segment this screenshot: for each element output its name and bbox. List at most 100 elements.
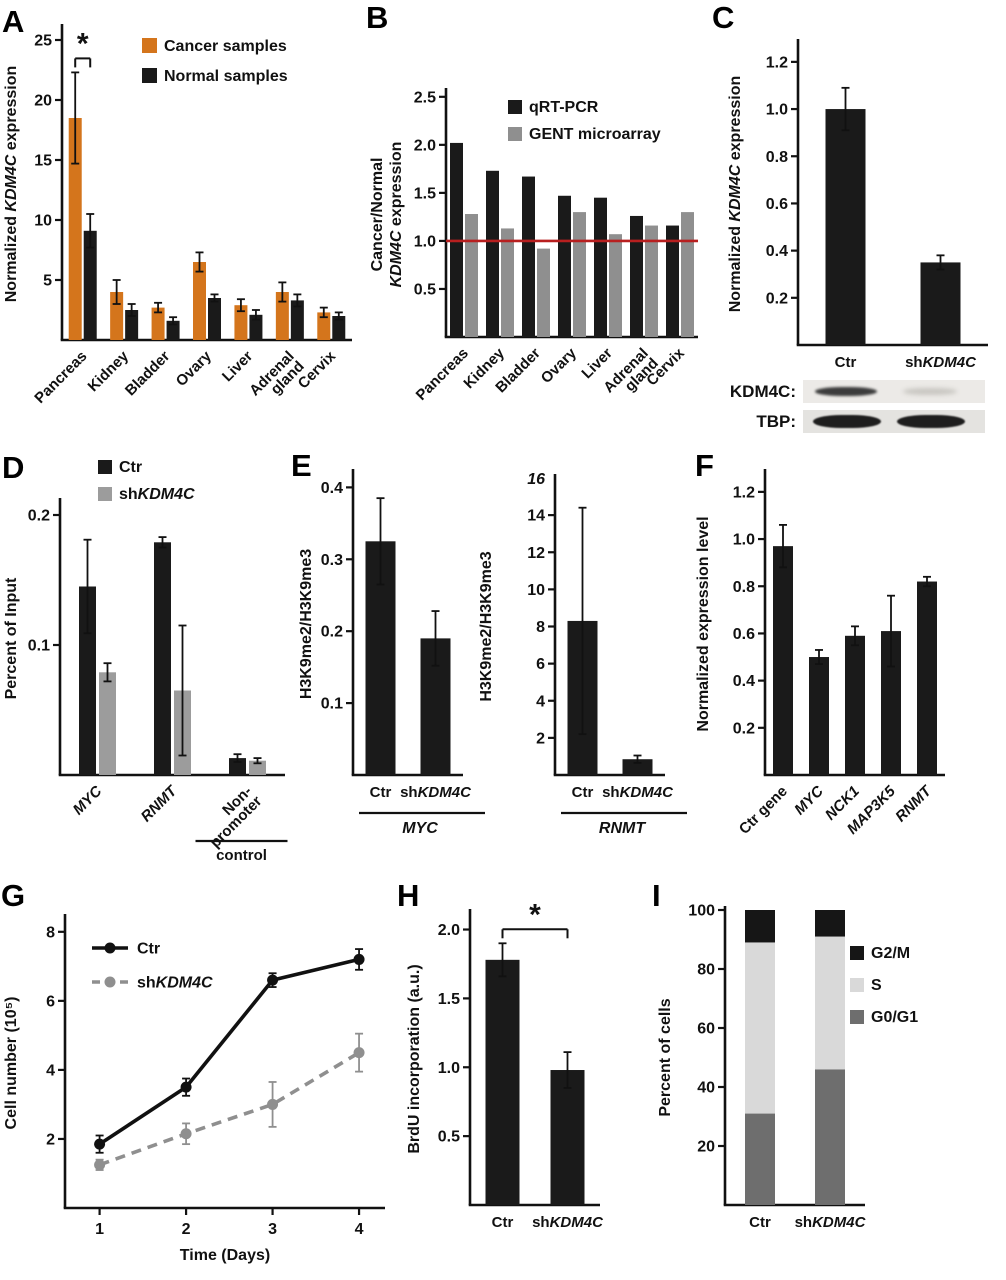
stack-segment [745,942,775,1114]
legend-swatch [142,38,157,53]
y-axis-title: H3K9me2/H3K9me3 [298,549,315,699]
x-category-label: shKDM4C [602,784,674,801]
bar [234,305,248,340]
x-tick-label: 2 [182,1221,191,1238]
y-axis-title: Cell number (10⁵) [3,997,20,1130]
x-category-label: RNMT [892,782,936,826]
footnote-label: control [216,847,267,864]
y-tick-label: 25 [34,33,52,50]
stack-segment [815,936,845,1070]
bar [332,316,346,340]
bar [825,109,866,345]
chart-g-growth-curve: 2 4 6 8 Cell number (10⁵) 1 2 3 4 Time (Days) Ctr s… [3,914,385,1264]
x-category-label: Ctr [572,784,594,801]
x-category-label: Ovary [173,347,216,390]
y-axis-title: Percent of cells [657,998,674,1116]
y-tick-label: 60 [697,1021,715,1038]
x-tick-label: 1 [95,1221,104,1238]
y-tick-label: 40 [697,1080,715,1097]
data-point [353,1047,365,1059]
legend-label: shKDM4C [137,975,213,992]
y-tick-label: 14 [527,508,545,525]
y-tick-label: 6 [536,656,545,673]
y-tick-label: 0.4 [766,243,788,260]
y-tick-label: 0.8 [766,149,788,166]
bar [537,248,550,337]
x-category-label: shKDM4C [400,784,472,801]
legend-label: Ctr [137,941,160,958]
bar [622,759,653,775]
panel-letter-b: B [366,0,389,35]
chart-e-h3k9-ratio-myc: 0.1 0.2 0.3 0.4 H3K9me2/H3K9me3 Ctr shKDM4C MYC [298,469,485,837]
y-tick-label: 20 [34,93,52,110]
y-tick-label: 0.1 [321,696,343,713]
stack-segment [815,1069,845,1205]
y-tick-label: 4 [46,1062,55,1079]
y-tick-label: 2.5 [414,89,436,106]
chart-c-knockdown-expression: 0.2 0.4 0.6 0.8 1.0 1.2 Normalized KDM4C expre… [727,39,988,371]
line-series [98,957,360,1146]
x-category-label: Pancreas [413,345,472,404]
stack-segment [745,1113,775,1205]
y-tick-label: 10 [527,582,545,599]
x-axis-title: Time (Days) [180,1247,270,1264]
bar [68,118,82,340]
legend-swatch [98,487,112,501]
data-point [180,1081,192,1093]
blot-label-kdm4c: KDM4C: [729,381,796,401]
x-category-label: Bladder [122,348,174,400]
y-tick-label: 8 [536,619,545,636]
panel-letter-d: D [2,450,25,485]
panel-e-myc: 0.1 0.2 0.3 0.4 H3K9me2/H3K9me3 Ctr shKDM4C MYC [295,450,485,880]
x-category-label: Ctr [835,354,857,371]
bar [83,230,97,340]
x-category-label: Ovary [538,344,581,387]
blot-band-strong [815,387,877,396]
y-tick-label: 0.3 [321,552,343,569]
y-tick-label: 0.4 [321,480,343,497]
bar [558,195,571,337]
y-tick-label: 15 [34,153,52,170]
bar [79,586,96,775]
y-tick-label: 5 [43,273,52,290]
stack-segment [815,910,845,937]
blot-band-faint [903,388,957,395]
bar [594,197,607,337]
x-category-label: shKDM4C [532,1214,604,1231]
data-point [353,953,365,965]
legend-swatch [850,946,864,960]
y-tick-label: 0.2 [766,290,788,307]
y-tick-label: 4 [536,693,545,710]
legend-swatch [98,460,112,474]
x-tick-label: 4 [355,1221,364,1238]
x-category-label: RNMT [138,782,182,826]
x-category-label: Ctr [370,784,392,801]
y-axis-title: Normalized expression level [695,516,712,731]
chart-f-expression-levels: 0.2 0.4 0.6 0.8 1.0 1.2 Normalized expression … [695,469,945,838]
x-tick-label: 3 [268,1221,277,1238]
sig-star: * [77,27,89,60]
bar [681,212,694,337]
bar [166,320,180,340]
y-tick-label: 16 [527,471,545,488]
blot-strip-tbp [803,410,985,433]
data-point [94,1159,106,1171]
blot-band [813,415,881,428]
y-tick-label: 1.2 [733,484,755,501]
bar [465,214,478,337]
panel-b: 0.5 1.0 1.5 2.0 2.5 Cancer/Normal KDM4C expres… [360,0,706,450]
y-tick-label: 2 [46,1131,55,1148]
y-tick-label: 10 [34,213,52,230]
panel-h: 0.5 1.0 1.5 2.0 BrdU incorporation (a.u.) Ctr… [395,880,650,1280]
bar [845,635,865,775]
y-tick-label: 1.0 [766,102,788,119]
y-tick-label: 0.1 [28,638,50,655]
bar [154,542,171,775]
bar [550,1070,585,1205]
legend-label: G0/G1 [871,1009,918,1026]
blot-row-tbp: TBP: [700,410,1006,433]
chart-h-brdu-incorporation: 0.5 1.0 1.5 2.0 BrdU incorporation (a.u.) Ctr… [406,898,604,1231]
bar [317,312,331,340]
